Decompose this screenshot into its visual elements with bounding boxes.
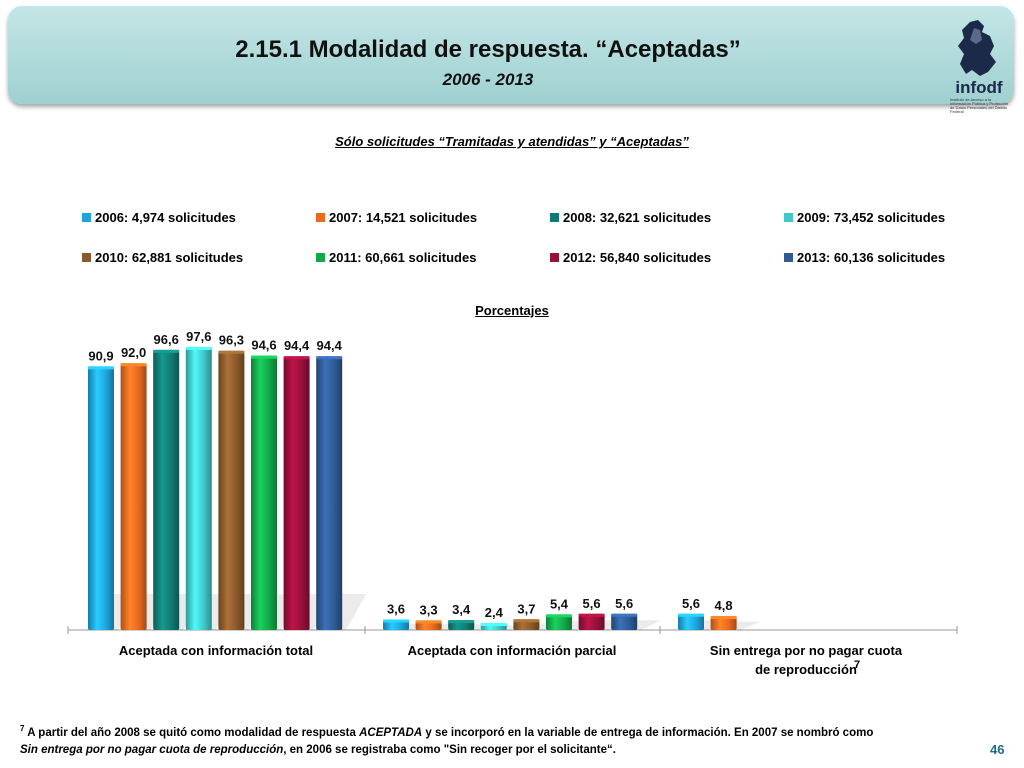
bar-chart: 90,9 92,0 96,6 97,6 96,3 94,6 94,4 94,4 Aceptada… (67, 329, 958, 677)
data-label: 92,0 (121, 345, 146, 360)
legend-item: 2011: 60,661 solicitudes (316, 250, 476, 265)
data-label: 3,4 (452, 602, 471, 617)
bar (185, 346, 212, 630)
legend-swatch (550, 213, 559, 222)
legend-item: 2008: 32,621 solicitudes (550, 210, 711, 225)
bar (283, 356, 310, 630)
bar-top (153, 349, 180, 353)
data-label: 3,6 (387, 602, 405, 617)
data-label: 5,6 (583, 596, 601, 611)
legend-swatch (82, 213, 91, 222)
bar (578, 613, 605, 630)
data-label: 94,4 (317, 338, 343, 353)
data-label: 96,6 (154, 332, 179, 347)
legend-item: 2012: 56,840 solicitudes (550, 250, 711, 265)
data-label: 4,8 (715, 598, 733, 613)
bar-top (120, 363, 147, 367)
legend-swatch (316, 253, 325, 262)
data-label: 94,6 (251, 338, 276, 353)
footnote-text-2a: Sin entrega por no pagar cuota de reprod… (20, 743, 284, 756)
footnote-text-1b: ACEPTADA (359, 726, 423, 739)
category-label: de reproducción (755, 662, 857, 677)
bar (546, 614, 572, 630)
data-label: 90,9 (88, 348, 113, 363)
bar-top (218, 350, 245, 354)
slide-years: 2006 - 2013 (442, 70, 534, 89)
bar-top (611, 613, 638, 617)
bar-top (513, 619, 540, 623)
footnote: 7 A partir del año 2008 se quitó como mo… (20, 720, 980, 759)
data-label: 3,3 (420, 602, 438, 617)
bar (710, 616, 737, 630)
bar-top (251, 355, 277, 359)
legend-label: 2013: 60,136 solicitudes (797, 250, 946, 265)
legend-swatch (550, 253, 559, 262)
logo-caption: Instituto de Acceso a la Información Púb… (950, 97, 1009, 114)
page-number: 46 (990, 742, 1005, 757)
data-label: 96,3 (219, 333, 244, 348)
data-label: 2,4 (485, 605, 504, 620)
footnote-mark: 7 (20, 724, 25, 733)
legend-swatch (82, 253, 91, 262)
data-label: 5,4 (550, 596, 569, 611)
bar-top (480, 623, 507, 627)
bar (611, 613, 638, 630)
legend-label: 2009: 73,452 solicitudes (797, 210, 946, 225)
legend-swatch (316, 213, 325, 222)
bar-top (88, 366, 114, 370)
bar (678, 613, 704, 630)
bar-top (316, 356, 343, 360)
infodf-logo: infodf Instituto de Acceso a la Informac… (946, 18, 1012, 114)
bar (316, 356, 343, 630)
bar-top (546, 614, 572, 618)
bar-top (710, 616, 737, 620)
bar-top (415, 620, 442, 624)
data-label: 94,4 (284, 338, 310, 353)
bar (88, 366, 114, 630)
footnote-text-2b: , en 2006 se registraba como "Sin recoge… (283, 743, 616, 756)
bar (251, 355, 277, 630)
logo-text: infodf (955, 78, 1003, 97)
bar-top (678, 613, 704, 617)
legend-label: 2007: 14,521 solicitudes (329, 210, 478, 225)
legend-label: 2012: 56,840 solicitudes (563, 250, 712, 265)
legend-label: 2010: 62,881 solicitudes (95, 250, 244, 265)
porcentajes-label: Porcentajes (475, 303, 549, 318)
bar (218, 350, 245, 630)
legend-item: 2007: 14,521 solicitudes (316, 210, 477, 225)
chart-subtitle: Sólo solicitudes “Tramitadas y atendidas… (335, 134, 689, 149)
footnote-text-1c: y se incorporó en la variable de entrega… (422, 726, 874, 739)
legend-item: 2010: 62,881 solicitudes (82, 250, 243, 265)
legend-item: 2009: 73,452 solicitudes (784, 210, 945, 225)
footnote-text-1a: A partir del año 2008 se quitó como moda… (24, 726, 360, 739)
category-label: Aceptada con información parcial (408, 643, 617, 658)
bar-top (578, 613, 605, 617)
legend-swatch (784, 253, 793, 262)
bar-top (283, 356, 310, 360)
bar (153, 349, 180, 630)
legend-swatch (784, 213, 793, 222)
category-label: Aceptada con información total (119, 643, 313, 658)
legend-item: 2013: 60,136 solicitudes (784, 250, 945, 265)
data-label: 5,6 (615, 596, 633, 611)
category-footnote-mark: 7 (854, 659, 860, 671)
slide-title: 2.15.1 Modalidad de respuesta. “Aceptada… (235, 36, 741, 63)
bar-top (383, 619, 409, 623)
data-label: 3,7 (517, 601, 535, 616)
bar (120, 363, 147, 630)
legend-label: 2011: 60,661 solicitudes (329, 250, 477, 265)
map-icon (958, 20, 996, 76)
legend-label: 2006: 4,974 solicitudes (95, 210, 236, 225)
data-label: 5,6 (682, 596, 700, 611)
data-label: 97,6 (186, 329, 211, 344)
bar-top (448, 620, 475, 624)
legend-label: 2008: 32,621 solicitudes (563, 210, 712, 225)
legend-item: 2006: 4,974 solicitudes (82, 210, 236, 225)
title-banner: 2.15.1 Modalidad de respuesta. “Aceptada… (8, 6, 1014, 114)
bar-top (185, 346, 212, 350)
category-label: Sin entrega por no pagar cuota (710, 643, 903, 658)
